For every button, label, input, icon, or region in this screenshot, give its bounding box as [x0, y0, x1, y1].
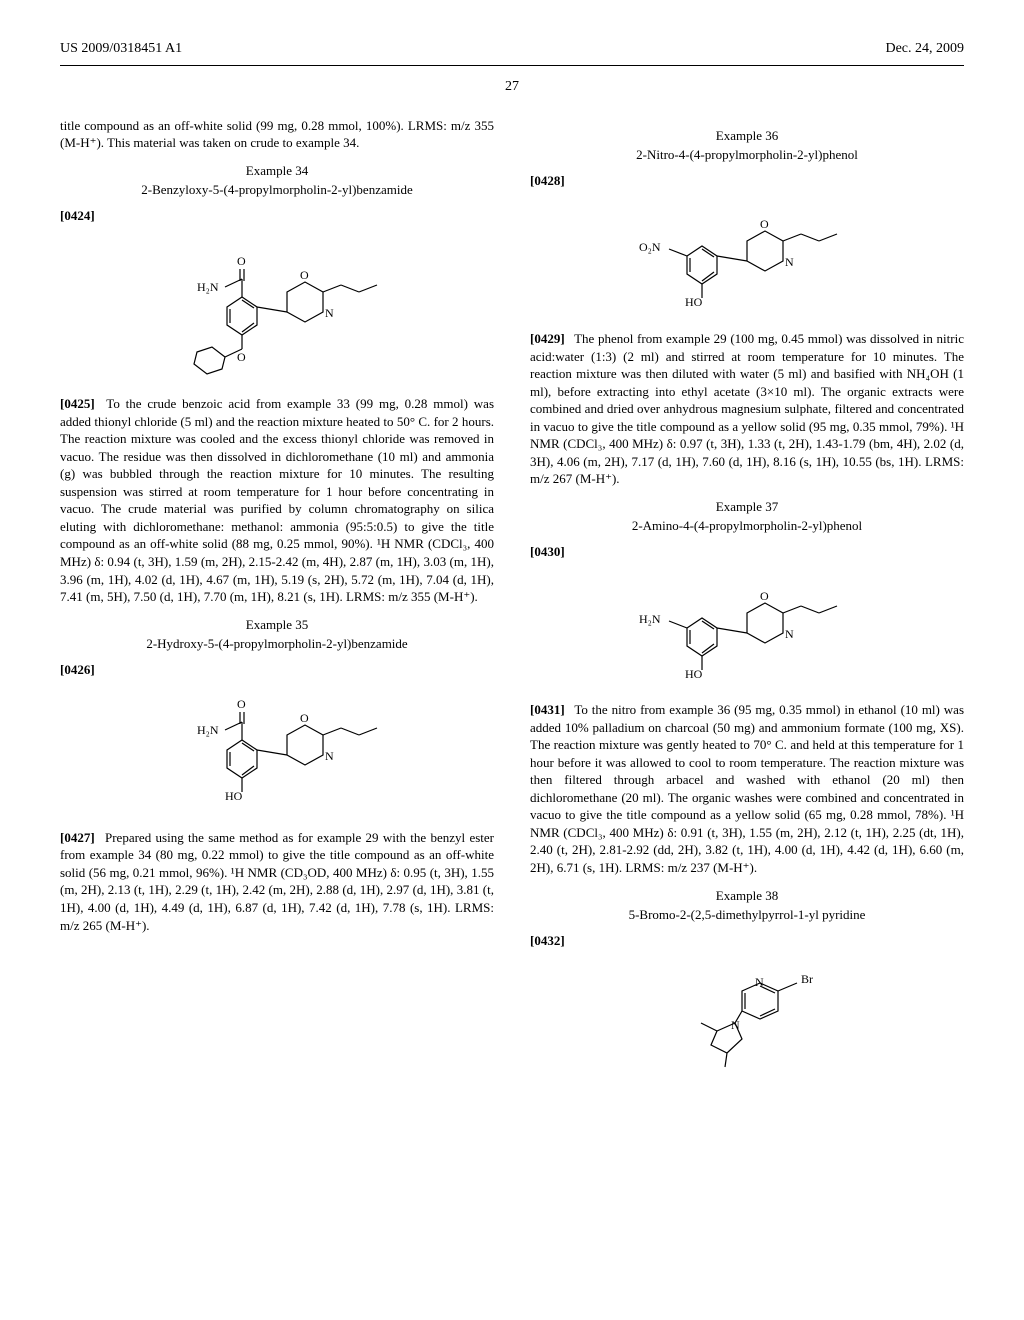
structure-ex37: H₂N O N HO [530, 573, 964, 688]
example-37-body-text: To the nitro from example 36 (95 mg, 0.3… [530, 702, 964, 875]
intro-paragraph: title compound as an off-white solid (99… [60, 117, 494, 152]
structure-ex38: N Br N [530, 961, 964, 1076]
svg-text:N: N [785, 627, 794, 641]
svg-text:H₂N: H₂N [639, 612, 661, 626]
example-37-title: Example 37 [530, 498, 964, 516]
two-column-layout: title compound as an off-white solid (99… [60, 117, 964, 1090]
para-num-0431: [0431] [530, 702, 565, 717]
svg-text:Br: Br [801, 972, 813, 986]
example-35-name: 2-Hydroxy-5-(4-propylmorpholin-2-yl)benz… [60, 635, 494, 653]
molecule-ex34-icon: O H₂N O N O [137, 237, 417, 377]
molecule-ex37-icon: H₂N O N HO [617, 573, 877, 683]
para-num-0426: [0426] [60, 662, 95, 677]
header-rule [60, 65, 964, 66]
example-35-title: Example 35 [60, 616, 494, 634]
left-column: title compound as an off-white solid (99… [60, 117, 494, 1090]
svg-text:O₂N: O₂N [639, 240, 661, 254]
svg-text:HO: HO [225, 789, 243, 803]
para-num-0425: [0425] [60, 396, 95, 411]
example-37-name: 2-Amino-4-(4-propylmorpholin-2-yl)phenol [530, 517, 964, 535]
svg-text:N: N [785, 255, 794, 269]
molecule-ex35-icon: O H₂N O N HO [147, 690, 407, 810]
page-number: 27 [60, 78, 964, 97]
example-38-struct-paranum: [0432] [530, 932, 964, 950]
svg-text:O: O [237, 350, 246, 364]
svg-text:N: N [325, 749, 334, 763]
para-num-0427: [0427] [60, 830, 95, 845]
example-37-body: [0431] To the nitro from example 36 (95 … [530, 701, 964, 876]
molecule-ex38-icon: N Br N [647, 961, 847, 1071]
svg-text:N: N [325, 306, 334, 320]
example-38-title: Example 38 [530, 887, 964, 905]
example-34-name: 2-Benzyloxy-5-(4-propylmorpholin-2-yl)be… [60, 181, 494, 199]
example-34-body-text: To the crude benzoic acid from example 3… [60, 396, 494, 604]
example-35-struct-paranum: [0426] [60, 661, 494, 679]
page-header: US 2009/0318451 A1 Dec. 24, 2009 [60, 40, 964, 59]
svg-text:N: N [755, 975, 764, 989]
para-num-0429: [0429] [530, 331, 565, 346]
para-num-0424: [0424] [60, 208, 95, 223]
patent-date: Dec. 24, 2009 [885, 40, 964, 59]
example-35-body: [0427] Prepared using the same method as… [60, 829, 494, 934]
svg-text:O: O [237, 697, 246, 711]
svg-text:H₂N: H₂N [197, 280, 219, 294]
example-35-body-text: Prepared using the same method as for ex… [60, 830, 494, 933]
svg-text:H₂N: H₂N [197, 723, 219, 737]
example-37-struct-paranum: [0430] [530, 543, 964, 561]
example-36-body: [0429] The phenol from example 29 (100 m… [530, 330, 964, 488]
para-num-0428: [0428] [530, 173, 565, 188]
example-36-body-text: The phenol from example 29 (100 mg, 0.45… [530, 331, 964, 486]
structure-ex36: O₂N O N HO [530, 201, 964, 316]
patent-number: US 2009/0318451 A1 [60, 40, 182, 59]
svg-text:O: O [237, 254, 246, 268]
svg-text:HO: HO [685, 295, 703, 309]
para-num-0432: [0432] [530, 933, 565, 948]
example-34-body: [0425] To the crude benzoic acid from ex… [60, 395, 494, 606]
example-36-struct-paranum: [0428] [530, 172, 964, 190]
svg-text:HO: HO [685, 667, 703, 681]
example-38-name: 5-Bromo-2-(2,5-dimethylpyrrol-1-yl pyrid… [530, 906, 964, 924]
structure-ex34: O H₂N O N O [60, 237, 494, 382]
molecule-ex36-icon: O₂N O N HO [617, 201, 877, 311]
example-34-title: Example 34 [60, 162, 494, 180]
example-34-struct-paranum: [0424] [60, 207, 494, 225]
svg-text:N: N [731, 1018, 740, 1032]
example-36-title: Example 36 [530, 127, 964, 145]
structure-ex35: O H₂N O N HO [60, 690, 494, 815]
svg-text:O: O [760, 217, 769, 231]
right-column: Example 36 2-Nitro-4-(4-propylmorpholin-… [530, 117, 964, 1090]
svg-text:O: O [760, 589, 769, 603]
svg-text:O: O [300, 268, 309, 282]
svg-text:O: O [300, 711, 309, 725]
para-num-0430: [0430] [530, 544, 565, 559]
example-36-name: 2-Nitro-4-(4-propylmorpholin-2-yl)phenol [530, 146, 964, 164]
